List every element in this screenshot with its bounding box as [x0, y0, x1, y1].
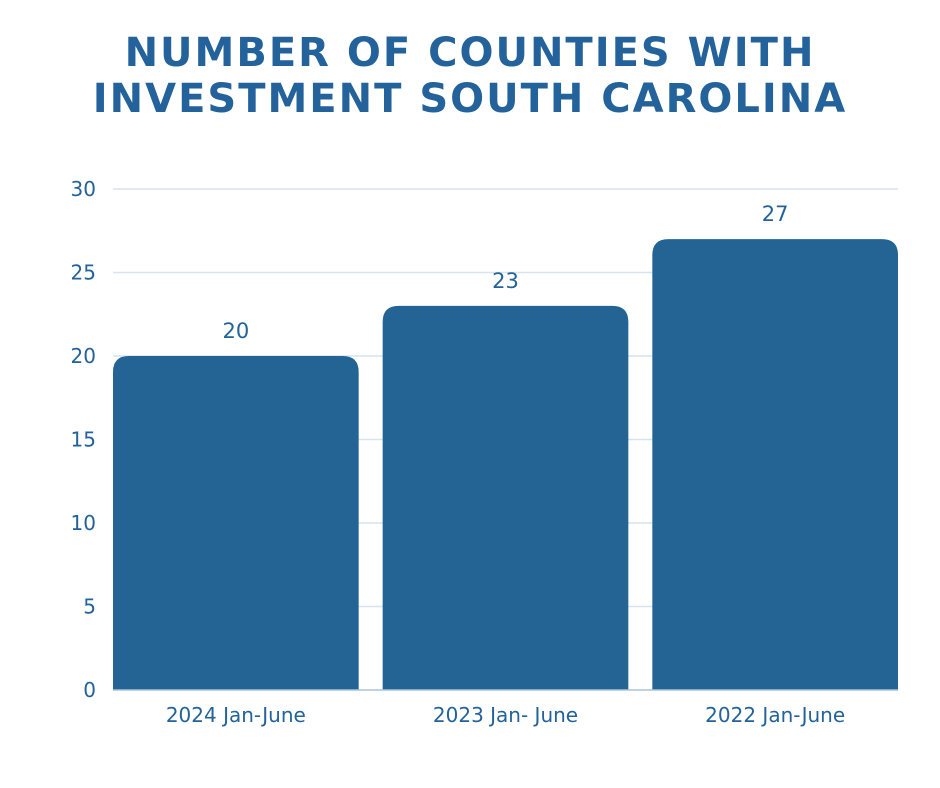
- y-tick-label: 30: [71, 177, 96, 201]
- chart-title: NUMBER OF COUNTIES WITH INVESTMENT SOUTH…: [0, 30, 940, 122]
- y-tick-label: 5: [83, 595, 96, 619]
- y-tick-label: 20: [71, 344, 96, 368]
- y-tick-label: 10: [71, 511, 96, 535]
- bar: [382, 305, 629, 690]
- data-label: 23: [492, 269, 519, 293]
- y-tick-label: 15: [71, 428, 96, 452]
- data-label: 27: [762, 202, 789, 226]
- bar: [113, 356, 359, 690]
- x-tick-label: 2022 Jan-June: [705, 703, 845, 727]
- y-tick-label: 0: [83, 678, 96, 702]
- x-tick-label: 2024 Jan-June: [166, 703, 306, 727]
- data-label: 20: [222, 319, 249, 343]
- y-tick-label: 25: [71, 261, 96, 285]
- x-tick-label: 2023 Jan- June: [433, 703, 578, 727]
- bar: [652, 239, 898, 690]
- chart-title-line-2: INVESTMENT SOUTH CAROLINA: [92, 76, 848, 122]
- chart-title-line-1: NUMBER OF COUNTIES WITH: [124, 30, 816, 76]
